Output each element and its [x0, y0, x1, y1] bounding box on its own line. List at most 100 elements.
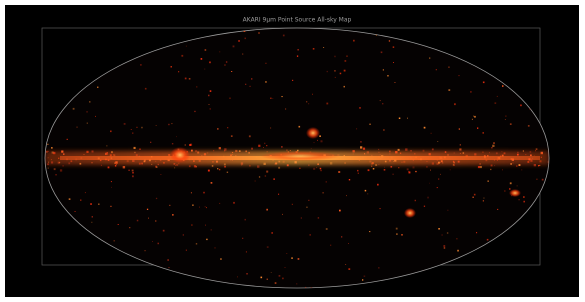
point-source: [480, 166, 482, 168]
point-source: [297, 56, 298, 57]
point-source: [249, 135, 251, 137]
point-source: [523, 201, 525, 203]
point-source: [196, 86, 197, 87]
point-source: [220, 258, 222, 260]
point-source: [189, 144, 191, 146]
point-source: [266, 63, 267, 64]
point-source: [474, 194, 476, 196]
point-source: [185, 78, 187, 80]
point-source: [495, 102, 497, 104]
point-source: [437, 141, 438, 142]
point-source: [323, 47, 324, 48]
point-source: [91, 222, 92, 223]
point-source: [181, 55, 183, 57]
point-source: [493, 142, 495, 144]
point-source: [384, 169, 386, 171]
point-source: [441, 234, 442, 235]
point-source: [158, 243, 160, 245]
point-source: [203, 192, 205, 194]
point-source: [459, 128, 460, 129]
point-source: [172, 143, 173, 144]
point-source: [311, 148, 312, 149]
point-source: [145, 88, 147, 90]
point-source: [233, 46, 235, 48]
point-source: [286, 149, 288, 151]
point-source: [363, 148, 365, 150]
point-source: [191, 192, 192, 193]
point-source: [291, 257, 293, 259]
point-source: [478, 166, 480, 168]
point-source: [98, 204, 99, 205]
point-source: [470, 91, 471, 92]
bright-region: [509, 189, 521, 197]
point-source: [227, 127, 228, 128]
point-source: [443, 245, 445, 247]
point-source: [346, 55, 348, 57]
point-source: [111, 181, 112, 182]
point-source: [344, 86, 346, 88]
point-source: [313, 48, 315, 50]
point-source: [389, 40, 390, 41]
point-source: [424, 206, 425, 207]
point-source: [387, 75, 389, 77]
point-source: [369, 231, 370, 232]
point-source: [211, 229, 212, 230]
point-source: [219, 169, 220, 170]
point-source: [196, 243, 197, 244]
point-source: [191, 224, 193, 226]
point-source: [431, 133, 432, 134]
point-source: [528, 125, 530, 127]
point-source: [444, 247, 446, 249]
point-source: [318, 217, 319, 218]
point-source: [371, 166, 372, 167]
point-source: [148, 218, 149, 219]
point-source: [264, 143, 265, 144]
point-source: [129, 227, 130, 228]
point-source: [378, 267, 380, 269]
point-source: [80, 200, 81, 201]
point-source: [265, 81, 267, 83]
point-source: [292, 80, 293, 81]
point-source: [407, 168, 409, 170]
point-source: [205, 206, 206, 207]
point-source: [134, 147, 136, 149]
point-source: [175, 165, 176, 166]
point-source: [266, 145, 267, 146]
point-source: [345, 264, 346, 265]
point-source: [69, 198, 71, 200]
bright-region: [170, 147, 190, 163]
point-source: [90, 203, 92, 205]
point-source: [206, 239, 207, 240]
point-source: [306, 101, 307, 102]
point-source: [473, 197, 474, 198]
point-source: [505, 119, 506, 120]
point-source: [380, 100, 381, 101]
point-source: [510, 182, 512, 184]
point-source: [504, 190, 505, 191]
point-source: [261, 277, 263, 279]
point-source: [340, 73, 342, 75]
point-source: [245, 38, 247, 40]
point-source: [505, 116, 506, 117]
point-source: [85, 192, 86, 193]
point-source: [86, 111, 87, 112]
point-source: [171, 66, 173, 68]
point-source: [396, 228, 398, 230]
point-source: [259, 176, 260, 177]
point-source: [316, 167, 317, 168]
point-source: [219, 147, 221, 149]
point-source: [484, 198, 485, 199]
bright-region: [404, 208, 416, 218]
point-source: [210, 90, 212, 92]
point-source: [123, 166, 125, 168]
point-source: [231, 71, 232, 72]
point-source: [459, 75, 460, 76]
point-source: [432, 149, 434, 151]
page: AKARI 9μm Point Source All-sky Map (() =…: [0, 0, 585, 302]
point-source: [110, 131, 112, 133]
point-source: [326, 103, 328, 105]
point-source: [163, 230, 165, 232]
point-source: [301, 218, 302, 219]
point-source: [308, 200, 309, 201]
point-source: [357, 170, 359, 172]
